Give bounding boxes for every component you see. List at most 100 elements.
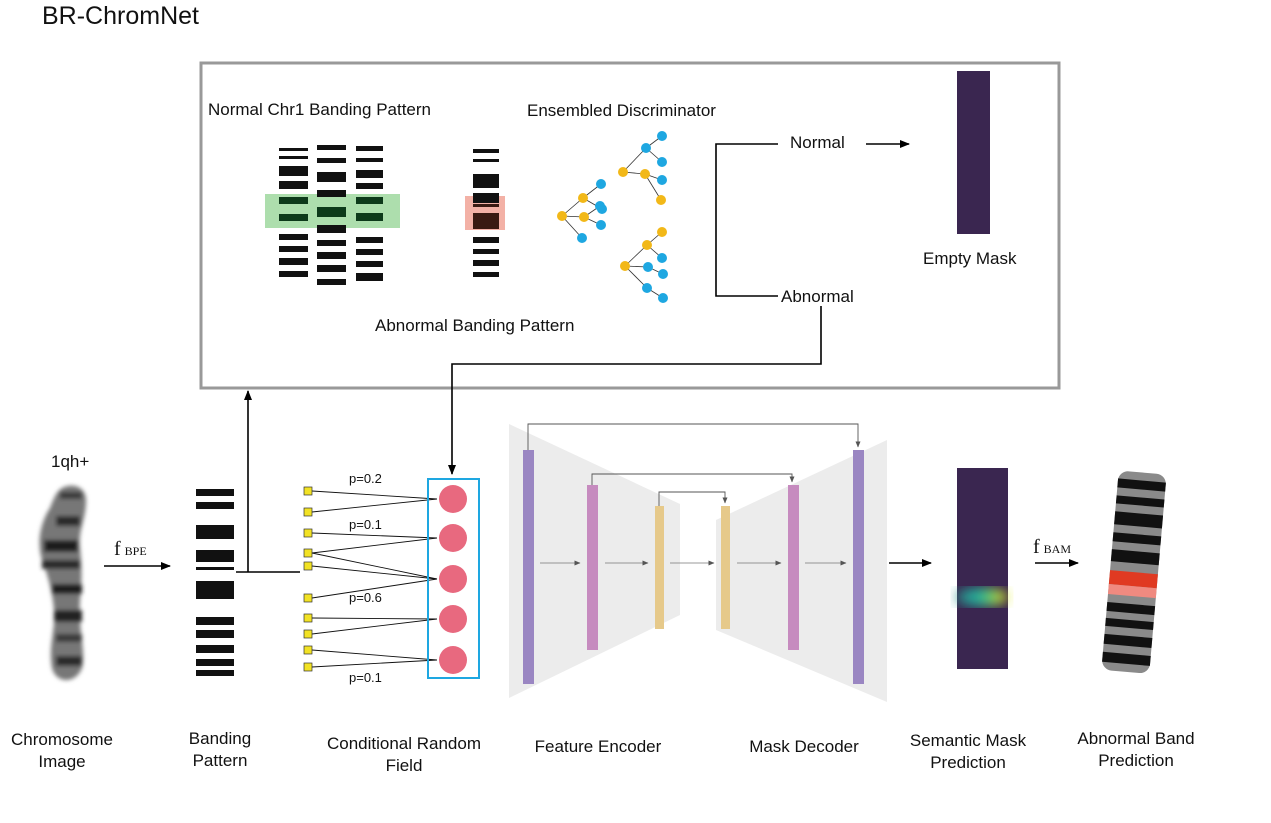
tree-node bbox=[658, 293, 668, 303]
encoder-layer-3 bbox=[655, 506, 664, 629]
normal-band bbox=[279, 181, 308, 189]
pipeline-band bbox=[196, 670, 234, 676]
chromosome-image-label-2: Image bbox=[38, 752, 85, 771]
normal-band bbox=[356, 197, 383, 204]
decoder-layer-2 bbox=[788, 485, 799, 650]
tree-node bbox=[642, 283, 652, 293]
normal-band bbox=[356, 249, 383, 255]
abnormal-band bbox=[473, 193, 499, 203]
crf-edge bbox=[311, 659, 438, 668]
pipeline-band bbox=[196, 502, 234, 509]
tree-node bbox=[641, 143, 651, 153]
tree-node bbox=[620, 261, 630, 271]
decoder-trapezoid bbox=[716, 440, 887, 702]
f-bam-label: f BAM bbox=[1033, 536, 1071, 558]
abnormal-band bbox=[473, 204, 499, 207]
normal-band bbox=[279, 214, 308, 221]
crf-edge bbox=[311, 532, 438, 539]
abnormal-band bbox=[473, 237, 499, 243]
crf-edge bbox=[311, 565, 438, 580]
empty-mask bbox=[957, 71, 990, 234]
normal-band bbox=[356, 213, 383, 221]
pipeline-band bbox=[196, 489, 234, 496]
crf-node bbox=[439, 646, 467, 674]
mask-decoder-label: Mask Decoder bbox=[749, 737, 859, 756]
crf-prob-3: p=0.6 bbox=[349, 590, 382, 605]
semantic-mask-label-2: Prediction bbox=[930, 753, 1006, 772]
chromosome-image bbox=[39, 485, 86, 680]
normal-band bbox=[279, 234, 308, 240]
tree-node bbox=[656, 195, 666, 205]
normal-band bbox=[356, 158, 383, 162]
crf-node bbox=[439, 565, 467, 593]
tree-node bbox=[658, 269, 668, 279]
abnormal-band bbox=[473, 149, 499, 153]
normal-band bbox=[317, 145, 346, 150]
input-tag: 1qh+ bbox=[51, 452, 89, 471]
normal-band bbox=[317, 225, 346, 233]
semantic-mask bbox=[957, 468, 1008, 669]
tree-node bbox=[577, 233, 587, 243]
pipeline-band bbox=[196, 645, 234, 653]
crf-input-square bbox=[303, 528, 313, 538]
tree-node bbox=[640, 169, 650, 179]
normal-banding-pattern bbox=[279, 145, 383, 285]
abnormal-band bbox=[473, 260, 499, 266]
normal-band bbox=[317, 240, 346, 246]
crf-input-square bbox=[303, 593, 313, 603]
tree-edge bbox=[622, 147, 647, 173]
diagram-title: BR-ChromNet bbox=[42, 2, 199, 30]
crf-prob-2: p=0.1 bbox=[349, 517, 382, 532]
normal-band bbox=[356, 170, 383, 178]
normal-band bbox=[356, 273, 383, 281]
decoder-layer-1 bbox=[721, 506, 730, 629]
normal-band bbox=[317, 158, 346, 163]
abnormal-band bbox=[473, 272, 499, 277]
crf-edge bbox=[311, 618, 438, 635]
crf-label-1: Conditional Random bbox=[327, 734, 481, 753]
tree-node bbox=[596, 220, 606, 230]
abnormal-banding-pattern bbox=[473, 149, 499, 277]
abnormal-band bbox=[473, 213, 499, 229]
semantic-mask-blob bbox=[956, 588, 1008, 606]
crf-input-square bbox=[303, 507, 313, 517]
normal-band bbox=[317, 252, 346, 259]
tree-node bbox=[596, 179, 606, 189]
crf-edge bbox=[311, 578, 438, 599]
tree-node bbox=[657, 131, 667, 141]
decoder-layer-3 bbox=[853, 450, 864, 684]
tree-edge bbox=[624, 244, 648, 267]
decision-bracket bbox=[715, 143, 778, 297]
pipeline-band bbox=[196, 630, 234, 638]
tree-edge bbox=[624, 265, 648, 289]
crf-input-square bbox=[303, 629, 313, 639]
normal-band bbox=[356, 261, 383, 267]
empty-mask-label: Empty Mask bbox=[923, 249, 1017, 268]
crf-input-square bbox=[303, 662, 313, 672]
normal-band bbox=[279, 148, 308, 151]
pipeline-band bbox=[196, 659, 234, 666]
crf-edge bbox=[311, 498, 438, 513]
normal-band bbox=[356, 237, 383, 243]
abnormal-label: Abnormal bbox=[781, 287, 854, 306]
normal-band bbox=[317, 172, 346, 182]
abnormal-band bbox=[473, 249, 499, 254]
pipeline-band bbox=[196, 581, 234, 599]
tree-node bbox=[579, 212, 589, 222]
normal-band bbox=[279, 246, 308, 252]
crf-edge bbox=[311, 537, 438, 554]
banding-pattern-label-2: Pattern bbox=[193, 751, 248, 770]
crf-input-square bbox=[303, 548, 313, 558]
tree-node bbox=[578, 193, 588, 203]
tree-node bbox=[595, 201, 605, 211]
f-bpe-label: f BPE bbox=[114, 538, 147, 560]
banding-pattern bbox=[196, 489, 234, 676]
pipeline-band bbox=[196, 617, 234, 625]
normal-band bbox=[317, 279, 346, 285]
tree-node bbox=[643, 262, 653, 272]
normal-band bbox=[356, 146, 383, 151]
abnormal-band-chromosome bbox=[1102, 471, 1166, 674]
normal-band bbox=[279, 197, 308, 204]
encoder-layer-1 bbox=[523, 450, 534, 684]
crf-edge bbox=[311, 617, 438, 620]
